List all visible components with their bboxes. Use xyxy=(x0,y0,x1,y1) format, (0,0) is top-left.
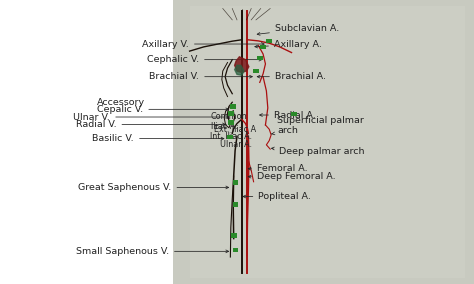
Polygon shape xyxy=(235,57,249,72)
Bar xyxy=(228,120,234,125)
Bar xyxy=(257,56,263,60)
Text: Deep palmar arch: Deep palmar arch xyxy=(272,147,364,156)
Bar xyxy=(227,135,233,139)
Bar xyxy=(173,0,474,284)
Bar xyxy=(233,180,238,185)
Text: Small Saphenous V.: Small Saphenous V. xyxy=(76,247,228,256)
Bar xyxy=(266,39,272,43)
Text: Ext. Iliac A: Ext. Iliac A xyxy=(214,125,256,134)
Text: Femoral A.: Femoral A. xyxy=(248,164,308,173)
Text: Cephalic V.: Cephalic V. xyxy=(147,55,262,64)
Text: Brachial A.: Brachial A. xyxy=(257,72,326,81)
Bar xyxy=(228,111,234,116)
Text: Radial V.: Radial V. xyxy=(76,120,225,129)
Bar xyxy=(253,69,259,73)
Text: Axillary V.: Axillary V. xyxy=(142,39,264,49)
Text: Int. Iliac A.: Int. Iliac A. xyxy=(210,132,252,141)
Text: Ulnar V.: Ulnar V. xyxy=(73,112,228,122)
Bar xyxy=(231,233,237,238)
Text: Superficial palmar
arch: Superficial palmar arch xyxy=(272,116,364,135)
Text: Radial A.: Radial A. xyxy=(260,110,316,120)
Text: Popliteal A.: Popliteal A. xyxy=(243,192,311,201)
Bar xyxy=(291,112,297,116)
Bar xyxy=(230,104,236,109)
Bar xyxy=(233,202,238,207)
Text: Cepalic V.: Cepalic V. xyxy=(97,105,228,114)
Text: Brachial V.: Brachial V. xyxy=(149,72,252,81)
Text: Basilic V.: Basilic V. xyxy=(92,134,224,143)
Polygon shape xyxy=(235,65,244,75)
Text: Ulnar A.: Ulnar A. xyxy=(220,140,253,149)
Text: Common
Iliac A.: Common Iliac A. xyxy=(211,112,247,131)
Text: Axillary A.: Axillary A. xyxy=(255,40,322,49)
Text: Great Saphenous V.: Great Saphenous V. xyxy=(78,183,228,192)
Text: Deep Femoral A.: Deep Femoral A. xyxy=(248,172,336,181)
Bar xyxy=(233,248,238,252)
Bar xyxy=(260,45,266,49)
Text: Accessory: Accessory xyxy=(97,98,146,107)
Bar xyxy=(190,6,465,278)
Text: Subclavian A.: Subclavian A. xyxy=(257,24,339,35)
